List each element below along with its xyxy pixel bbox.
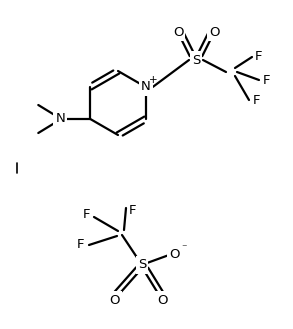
Text: +: + — [149, 75, 158, 85]
Text: S: S — [192, 54, 200, 66]
Text: N: N — [141, 81, 151, 93]
Text: F: F — [82, 208, 90, 220]
Text: O: O — [173, 26, 183, 38]
Text: N: N — [55, 113, 65, 125]
Text: F: F — [252, 93, 260, 107]
Text: O: O — [157, 293, 167, 307]
Text: F: F — [255, 50, 263, 63]
Text: S: S — [138, 259, 146, 271]
Text: O: O — [209, 26, 219, 38]
Text: ⁻: ⁻ — [181, 243, 187, 253]
Text: O: O — [169, 248, 179, 262]
Text: O: O — [110, 293, 120, 307]
Text: F: F — [128, 205, 136, 217]
Text: F: F — [262, 73, 270, 87]
Text: F: F — [76, 239, 84, 251]
